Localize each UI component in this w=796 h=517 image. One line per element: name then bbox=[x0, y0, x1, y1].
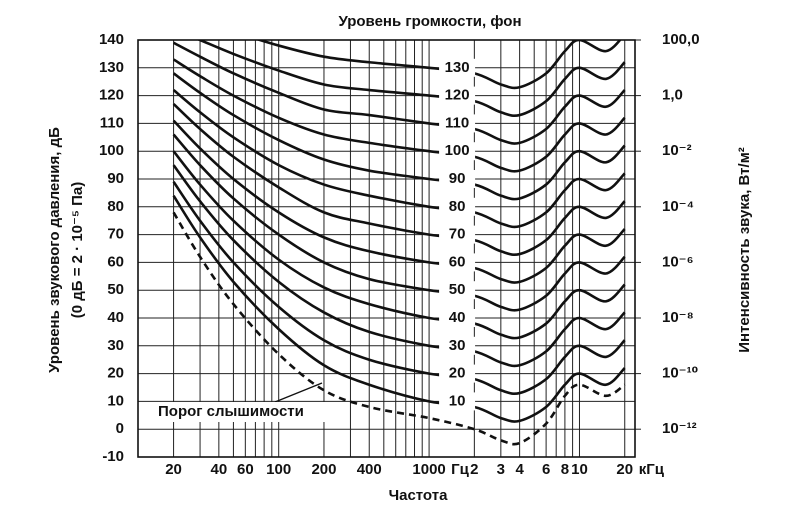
y-tick-label: 100 bbox=[99, 142, 124, 159]
curve-label: 10 bbox=[449, 392, 466, 409]
plot-frame bbox=[137, 39, 636, 458]
y-tick-label: 70 bbox=[107, 226, 124, 243]
curve-label: 80 bbox=[449, 198, 466, 215]
x-unit-label: Гц bbox=[451, 461, 470, 478]
leader-line bbox=[274, 382, 323, 403]
y2-tick-label: 10⁻¹² bbox=[662, 420, 697, 437]
label-bg bbox=[439, 197, 476, 216]
y-tick-label: 90 bbox=[107, 170, 124, 187]
y2-tick-label: 10⁻¹⁰ bbox=[662, 365, 698, 382]
y2-tick-label: 10⁻⁶ bbox=[662, 253, 694, 270]
x-tick-label: 20 bbox=[165, 461, 182, 478]
labels: -10 0 10 20 30 40 50 60 70 80 90 100 110 120 130 140 10⁻… bbox=[99, 31, 700, 478]
y2-tick-label: 10⁻² bbox=[662, 142, 692, 159]
curve bbox=[172, 211, 626, 446]
curve-label: 30 bbox=[449, 337, 466, 354]
x-axis-label: Частота bbox=[389, 487, 449, 504]
label-bg bbox=[439, 281, 476, 300]
y-axis-label: Уровень звукового давления, дБ bbox=[46, 127, 63, 373]
label-bg bbox=[439, 142, 476, 161]
label-bg bbox=[439, 170, 476, 188]
x-tick-label: 1000 bbox=[412, 461, 445, 478]
y-tick-label: 40 bbox=[107, 309, 124, 326]
label-bg bbox=[152, 402, 342, 422]
y-tick-label: 0 bbox=[116, 420, 124, 437]
y-tick-label: 10 bbox=[107, 392, 124, 409]
x-tick-label: 40 bbox=[211, 461, 228, 478]
x-unit-label: кГц bbox=[639, 461, 665, 478]
x-tick-label: 200 bbox=[311, 461, 336, 478]
y2-axis-label: Интенсивность звука, Вт/м² bbox=[736, 147, 753, 353]
y2-tick-label: 1,0 bbox=[662, 87, 683, 104]
label-bg bbox=[439, 364, 476, 383]
label-bg bbox=[439, 86, 476, 105]
y-tick-label: 130 bbox=[99, 59, 124, 76]
curve-label: 100 bbox=[445, 142, 470, 159]
y-tick-label: 120 bbox=[99, 87, 124, 104]
label-bg bbox=[439, 392, 476, 411]
curve-label: 130 bbox=[445, 59, 470, 76]
curve-label: 120 bbox=[445, 87, 470, 104]
y2-tick-label: 10⁻⁴ bbox=[662, 198, 694, 215]
y-tick-label: 20 bbox=[107, 365, 124, 382]
y-axis-label: (0 дБ = 2 · 10⁻⁵ Па) bbox=[69, 182, 86, 319]
curve-label: 20 bbox=[449, 365, 466, 382]
x-tick-label: 60 bbox=[237, 461, 254, 478]
curve-label: 50 bbox=[449, 281, 466, 298]
x-tick-label: 100 bbox=[266, 461, 291, 478]
curve bbox=[172, 181, 626, 396]
x-tick-label: 8 bbox=[561, 461, 569, 478]
x-tick-label: 20 bbox=[616, 461, 633, 478]
label-bg bbox=[439, 58, 476, 77]
label-bg bbox=[439, 309, 476, 327]
curve-label: 110 bbox=[445, 114, 469, 131]
label-bg bbox=[439, 114, 476, 133]
label-bg bbox=[439, 336, 476, 355]
y-tick-label: 80 bbox=[107, 198, 124, 215]
curves bbox=[172, 40, 626, 446]
y2-tick-label: 10⁻⁸ bbox=[662, 309, 694, 326]
y-tick-label: 30 bbox=[107, 337, 124, 354]
threshold-label: Порог слышимости bbox=[158, 403, 304, 420]
y-tick-label: 140 bbox=[99, 31, 124, 48]
y-tick-label: 60 bbox=[107, 253, 124, 270]
x-tick-label: 4 bbox=[515, 461, 524, 478]
y-tick-label: 110 bbox=[100, 114, 124, 131]
y2-tick-label: 100,0 bbox=[662, 31, 700, 48]
x-tick-label: 6 bbox=[542, 461, 550, 478]
chart-title: Уровень громкости, фон bbox=[338, 13, 521, 30]
x-tick-label: 2 bbox=[470, 461, 478, 478]
y-tick-label: 50 bbox=[107, 281, 124, 298]
x-tick-label: 3 bbox=[497, 461, 505, 478]
curve-label: 90 bbox=[449, 170, 466, 187]
curve-label: 70 bbox=[449, 226, 466, 243]
curve bbox=[196, 40, 626, 118]
x-tick-label: 400 bbox=[357, 461, 382, 478]
x-tick-label: 10 bbox=[571, 461, 588, 478]
label-bg bbox=[439, 253, 476, 272]
label-bg bbox=[439, 225, 476, 244]
y-tick-label: -10 bbox=[102, 448, 124, 465]
curve-label: 40 bbox=[449, 309, 466, 326]
curve bbox=[172, 164, 626, 368]
curve-label: 60 bbox=[449, 253, 466, 270]
